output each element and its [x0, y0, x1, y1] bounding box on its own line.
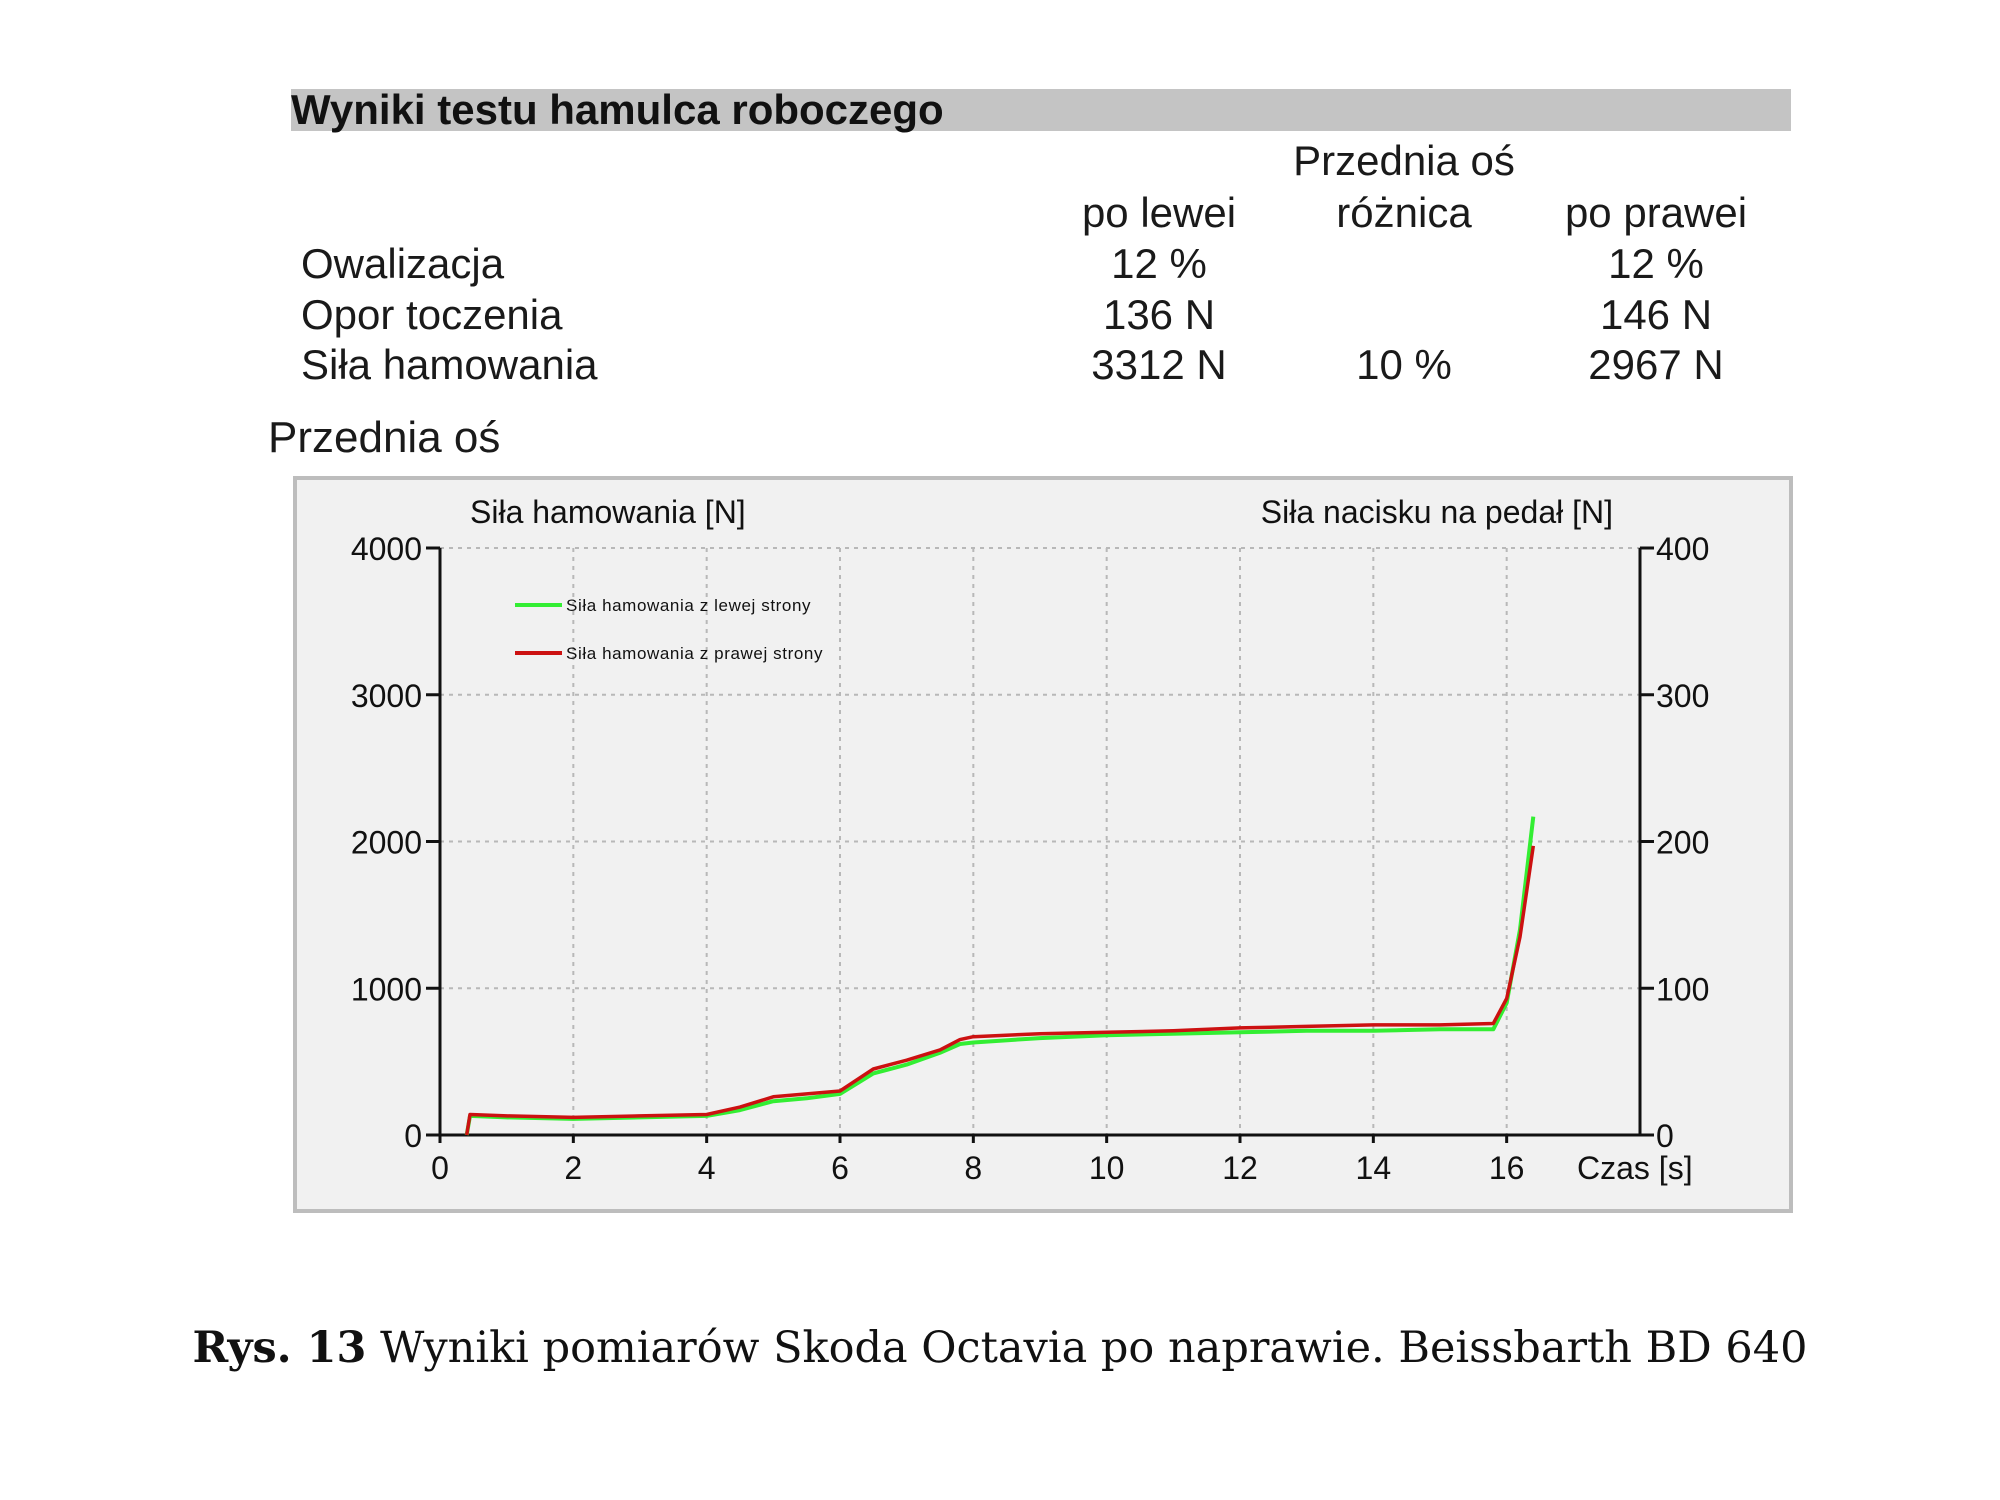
- y-left-tick-label-3000: 3000: [351, 678, 422, 714]
- column-header-diff: różnica: [1336, 189, 1472, 236]
- y-right-tick-label-200: 200: [1656, 825, 1709, 861]
- x-tick-label-4: 4: [698, 1150, 716, 1186]
- y-right-tick-label-300: 300: [1656, 678, 1709, 714]
- y-left-tick-label-0: 0: [404, 1118, 422, 1154]
- x-tick-label-0: 0: [431, 1150, 449, 1186]
- legend-label-left-wheel: Siła hamowania z lewej strony: [566, 596, 811, 615]
- x-tick-label-14: 14: [1356, 1150, 1392, 1186]
- results-table: Wyniki testu hamulca roboczego Przednia …: [0, 0, 2000, 400]
- chart-frame: [293, 476, 1793, 1213]
- results-header-bar: [291, 89, 1791, 131]
- row-owalizacja-right: 12 %: [1608, 240, 1704, 287]
- legend-label-right-wheel: Siła hamowania z prawej strony: [566, 644, 823, 663]
- row-label-owalizacja: Owalizacja: [301, 240, 505, 287]
- row-opor-toczenia-left: 136 N: [1102, 291, 1216, 338]
- x-tick-label-6: 6: [831, 1150, 849, 1186]
- y-left-axis-title: Siła hamowania [N]: [470, 494, 746, 530]
- section-title: Przednia oś: [268, 413, 501, 462]
- row-opor-toczenia-right: 146 N: [1599, 291, 1713, 338]
- y-left-tick-label-1000: 1000: [351, 971, 422, 1007]
- y-left-tick-label-4000: 4000: [351, 531, 422, 567]
- y-right-tick-label-100: 100: [1656, 971, 1709, 1007]
- caption-text: Wyniki pomiarów Skoda Octavia po naprawi…: [380, 1323, 1808, 1373]
- y-right-tick-label-0: 0: [1656, 1118, 1674, 1154]
- x-tick-label-16: 16: [1489, 1150, 1525, 1186]
- column-header-right: po prawei: [1564, 189, 1748, 236]
- x-tick-label-10: 10: [1089, 1150, 1125, 1186]
- series-line-right-wheel: [464, 845, 1536, 1136]
- column-header-left: po lewei: [1081, 189, 1237, 236]
- results-title: Wyniki testu hamulca roboczego: [291, 86, 944, 133]
- row-sila-hamowania-diff: 10 %: [1356, 341, 1452, 388]
- row-label-opor-toczenia: Opor toczenia: [301, 291, 563, 338]
- figure-caption: Rys. 13 Wyniki pomiarów Skoda Octavia po…: [0, 1322, 2000, 1374]
- row-sila-hamowania-left: 3312 N: [1091, 341, 1227, 388]
- caption-label: Rys. 13: [192, 1323, 367, 1373]
- row-sila-hamowania-right: 2967 N: [1588, 341, 1724, 388]
- row-owalizacja-left: 12 %: [1111, 240, 1207, 287]
- y-right-axis-title: Siła nacisku na pedał [N]: [1261, 494, 1613, 530]
- x-tick-label-8: 8: [964, 1150, 982, 1186]
- x-axis-title: Czas [s]: [1577, 1150, 1693, 1186]
- y-right-tick-label-400: 400: [1656, 531, 1709, 567]
- row-label-sila-hamowania: Siła hamowania: [301, 341, 598, 388]
- y-left-tick-label-2000: 2000: [351, 825, 422, 861]
- group-header-przednia-os: Przednia oś: [1293, 137, 1515, 184]
- x-tick-label-12: 12: [1222, 1150, 1258, 1186]
- x-tick-label-2: 2: [564, 1150, 582, 1186]
